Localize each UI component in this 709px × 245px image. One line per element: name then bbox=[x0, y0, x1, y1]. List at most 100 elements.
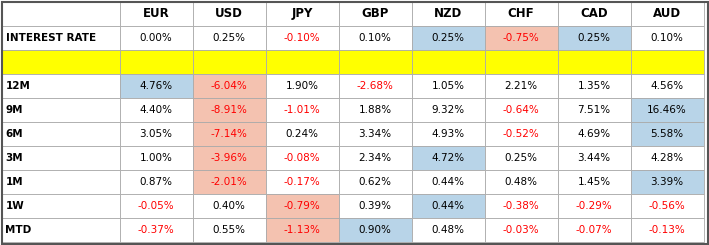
Text: -2.01%: -2.01% bbox=[211, 176, 247, 186]
Bar bbox=[557, 74, 630, 98]
Bar bbox=[120, 170, 193, 194]
Bar bbox=[265, 98, 338, 122]
Bar bbox=[484, 218, 557, 242]
Bar bbox=[193, 49, 265, 74]
Text: 5.58%: 5.58% bbox=[650, 128, 683, 138]
Bar bbox=[265, 170, 338, 194]
Text: GBP: GBP bbox=[362, 7, 389, 20]
Bar bbox=[484, 194, 557, 218]
Text: -0.03%: -0.03% bbox=[503, 224, 540, 234]
Text: EUR: EUR bbox=[143, 7, 169, 20]
Text: 0.48%: 0.48% bbox=[505, 176, 537, 186]
Text: 3.44%: 3.44% bbox=[577, 152, 610, 162]
Bar bbox=[557, 49, 630, 74]
Text: 0.90%: 0.90% bbox=[359, 224, 391, 234]
Bar bbox=[1, 25, 120, 49]
Text: 1M: 1M bbox=[6, 176, 23, 186]
Bar bbox=[265, 122, 338, 146]
Bar bbox=[557, 218, 630, 242]
Text: 1.00%: 1.00% bbox=[140, 152, 172, 162]
Bar bbox=[484, 1, 557, 25]
Bar bbox=[338, 122, 411, 146]
Text: 2.21%: 2.21% bbox=[504, 81, 537, 90]
Text: 1.90%: 1.90% bbox=[286, 81, 318, 90]
Bar bbox=[630, 218, 703, 242]
Bar bbox=[338, 1, 411, 25]
Bar bbox=[411, 1, 484, 25]
Text: 0.87%: 0.87% bbox=[140, 176, 172, 186]
Text: CHF: CHF bbox=[508, 7, 535, 20]
Text: -0.79%: -0.79% bbox=[284, 200, 320, 210]
Bar bbox=[411, 98, 484, 122]
Text: -2.68%: -2.68% bbox=[357, 81, 393, 90]
Text: 4.76%: 4.76% bbox=[140, 81, 172, 90]
Text: 4.56%: 4.56% bbox=[650, 81, 683, 90]
Text: -0.37%: -0.37% bbox=[138, 224, 174, 234]
Bar bbox=[411, 25, 484, 49]
Text: 0.62%: 0.62% bbox=[359, 176, 391, 186]
Bar bbox=[1, 74, 120, 98]
Bar bbox=[193, 1, 265, 25]
Bar bbox=[484, 98, 557, 122]
Text: 9.32%: 9.32% bbox=[432, 105, 464, 114]
Text: MTD: MTD bbox=[6, 224, 32, 234]
Bar bbox=[1, 122, 120, 146]
Text: -0.64%: -0.64% bbox=[503, 105, 540, 114]
Bar bbox=[120, 74, 193, 98]
Bar bbox=[630, 194, 703, 218]
Bar bbox=[265, 218, 338, 242]
Bar bbox=[557, 194, 630, 218]
Text: -0.10%: -0.10% bbox=[284, 33, 320, 42]
Bar bbox=[484, 25, 557, 49]
Bar bbox=[484, 146, 557, 170]
Text: 4.28%: 4.28% bbox=[650, 152, 683, 162]
Text: AUD: AUD bbox=[653, 7, 681, 20]
Bar bbox=[1, 194, 120, 218]
Bar bbox=[630, 122, 703, 146]
Text: 0.44%: 0.44% bbox=[432, 176, 464, 186]
Bar bbox=[265, 25, 338, 49]
Bar bbox=[193, 218, 265, 242]
Bar bbox=[193, 146, 265, 170]
Bar bbox=[265, 194, 338, 218]
Bar bbox=[411, 122, 484, 146]
Text: 16.46%: 16.46% bbox=[647, 105, 687, 114]
Text: -1.01%: -1.01% bbox=[284, 105, 320, 114]
Bar bbox=[411, 146, 484, 170]
Text: 4.93%: 4.93% bbox=[432, 128, 464, 138]
Text: 3.05%: 3.05% bbox=[140, 128, 172, 138]
Text: -3.96%: -3.96% bbox=[211, 152, 247, 162]
Bar bbox=[411, 218, 484, 242]
Text: -1.13%: -1.13% bbox=[284, 224, 320, 234]
Text: 1.45%: 1.45% bbox=[577, 176, 610, 186]
Bar bbox=[484, 74, 557, 98]
Text: 0.25%: 0.25% bbox=[505, 152, 537, 162]
Bar bbox=[338, 170, 411, 194]
Bar bbox=[120, 146, 193, 170]
Text: 3.39%: 3.39% bbox=[650, 176, 683, 186]
Bar bbox=[1, 170, 120, 194]
Text: 0.24%: 0.24% bbox=[286, 128, 318, 138]
Bar bbox=[120, 25, 193, 49]
Bar bbox=[338, 98, 411, 122]
Text: 0.48%: 0.48% bbox=[432, 224, 464, 234]
Bar bbox=[193, 74, 265, 98]
Bar bbox=[1, 146, 120, 170]
Bar bbox=[484, 170, 557, 194]
Text: USD: USD bbox=[215, 7, 243, 20]
Text: -0.17%: -0.17% bbox=[284, 176, 320, 186]
Bar bbox=[265, 49, 338, 74]
Bar bbox=[120, 122, 193, 146]
Text: 4.69%: 4.69% bbox=[577, 128, 610, 138]
Text: 9M: 9M bbox=[6, 105, 23, 114]
Text: 1W: 1W bbox=[6, 200, 24, 210]
Text: JPY: JPY bbox=[291, 7, 313, 20]
Text: 1.88%: 1.88% bbox=[359, 105, 391, 114]
Bar bbox=[193, 98, 265, 122]
Text: -0.52%: -0.52% bbox=[503, 128, 540, 138]
Bar bbox=[120, 98, 193, 122]
Text: 0.10%: 0.10% bbox=[359, 33, 391, 42]
Text: -0.08%: -0.08% bbox=[284, 152, 320, 162]
Bar bbox=[193, 170, 265, 194]
Bar bbox=[120, 1, 193, 25]
